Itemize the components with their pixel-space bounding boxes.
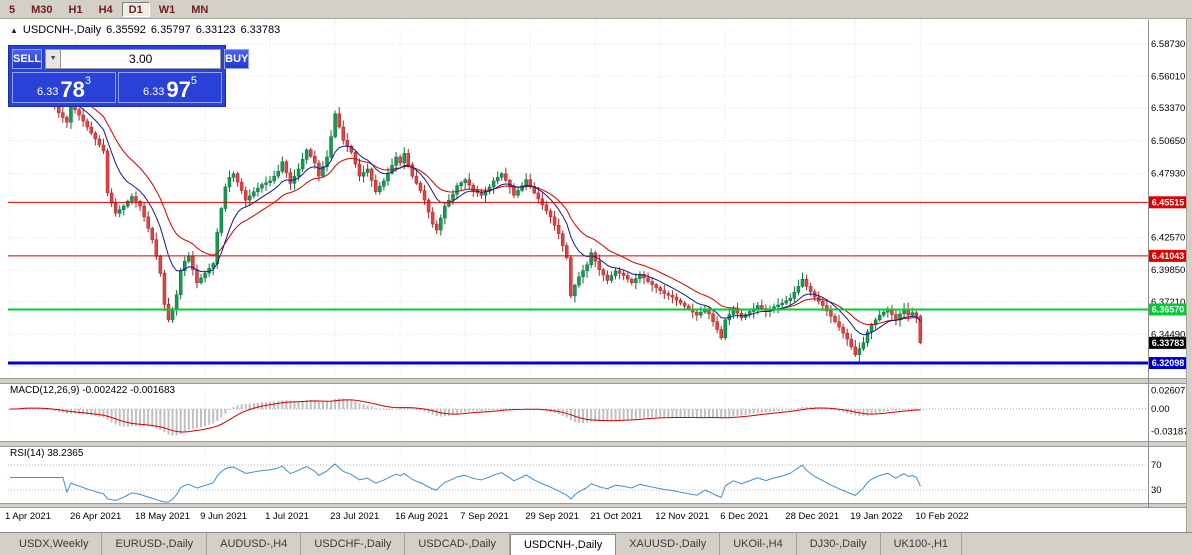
right-scroll-strip[interactable] [1186, 19, 1192, 532]
svg-text:MACD(12,26,9) -0.002422 -0.001: MACD(12,26,9) -0.002422 -0.001683 [10, 385, 176, 396]
chart-tab-audusd-h4[interactable]: AUDUSD-,H4 [207, 533, 302, 555]
svg-text:6.53370: 6.53370 [1151, 103, 1185, 114]
timeframe-button-mn[interactable]: MN [191, 3, 209, 16]
svg-text:6.42570: 6.42570 [1151, 233, 1185, 244]
svg-text:RSI(14) 38.2365: RSI(14) 38.2365 [10, 448, 84, 459]
ohlc-high: 6.35797 [150, 24, 191, 36]
sell-button[interactable]: SELL [12, 49, 43, 69]
svg-text:6 Dec 2021: 6 Dec 2021 [720, 511, 769, 522]
svg-text:29 Sep 2021: 29 Sep 2021 [525, 511, 579, 522]
svg-text:6.58730: 6.58730 [1151, 39, 1185, 50]
timeframe-button-w1[interactable]: W1 [158, 3, 176, 16]
timeframe-button-m30[interactable]: M30 [31, 3, 53, 16]
svg-text:19 Jan 2022: 19 Jan 2022 [850, 511, 902, 522]
sell-price-prefix: 6.33 [36, 86, 59, 98]
svg-text:12 Nov 2021: 12 Nov 2021 [655, 511, 709, 522]
price-up-arrow-icon: ▲ [10, 25, 18, 35]
timeframe-button-h4[interactable]: H4 [98, 3, 113, 16]
ohlc-low: 6.33123 [195, 24, 236, 36]
svg-text:23 Jul 2021: 23 Jul 2021 [330, 511, 379, 522]
sell-price-display[interactable]: 6.33 78 3 [12, 72, 116, 103]
svg-text:28 Dec 2021: 28 Dec 2021 [785, 511, 839, 522]
chart-tab-usdcad-daily[interactable]: USDCAD-,Daily [405, 533, 510, 555]
svg-text:21 Oct 2021: 21 Oct 2021 [590, 511, 642, 522]
one-click-trading-panel: SELL ▼ BUY 6.33 78 3 6.33 97 5 [8, 45, 250, 107]
svg-text:6.32098: 6.32098 [1152, 358, 1185, 368]
ohlc-close: 6.33783 [240, 24, 281, 36]
svg-text:16 Aug 2021: 16 Aug 2021 [395, 511, 448, 522]
lot-size-input[interactable] [61, 49, 222, 69]
chart-symbol-period: USDCNH-,Daily [22, 24, 102, 36]
svg-text:-0.03187: -0.03187 [1151, 427, 1189, 438]
chart-tab-eurusd-daily[interactable]: EURUSD-,Daily [102, 533, 208, 555]
timeframe-button-h1[interactable]: H1 [68, 3, 83, 16]
timeframe-toolbar: 5 M30 H1 H4 D1 W1 MN [0, 0, 1192, 19]
svg-text:6.41043: 6.41043 [1152, 251, 1185, 261]
svg-text:6.37210: 6.37210 [1151, 297, 1185, 308]
chart-tabs-bar: USDX,Weekly EURUSD-,Daily AUDUSD-,H4 USDCHF… [0, 532, 1192, 555]
svg-text:6.47930: 6.47930 [1151, 168, 1185, 179]
svg-text:6.45515: 6.45515 [1152, 197, 1185, 207]
svg-text:1 Jul 2021: 1 Jul 2021 [265, 511, 309, 522]
chart-tab-dj30-daily[interactable]: DJ30-,Daily [797, 533, 881, 555]
chart-tab-uk100-h1[interactable]: UK100-,H1 [881, 533, 963, 555]
svg-text:70: 70 [1151, 460, 1162, 471]
svg-text:18 May 2021: 18 May 2021 [135, 511, 190, 522]
svg-text:6.36570: 6.36570 [1152, 304, 1185, 314]
buy-button[interactable]: BUY [224, 49, 250, 69]
buy-price-prefix: 6.33 [142, 86, 165, 98]
svg-text:26 Apr 2021: 26 Apr 2021 [70, 511, 121, 522]
svg-text:6.33783: 6.33783 [1152, 338, 1185, 348]
buy-price-display[interactable]: 6.33 97 5 [118, 72, 222, 103]
chart-tab-xauusd-daily[interactable]: XAUUSD-,Daily [616, 533, 721, 555]
svg-text:6.50650: 6.50650 [1151, 136, 1185, 147]
buy-price-big-digits: 97 [166, 77, 191, 102]
chart-tab-usdx-weekly[interactable]: USDX,Weekly [6, 533, 103, 555]
svg-text:30: 30 [1151, 485, 1162, 496]
svg-text:7 Sep 2021: 7 Sep 2021 [460, 511, 509, 522]
lot-size-control: ▼ [45, 49, 222, 69]
timeframe-button-5[interactable]: 5 [9, 3, 16, 16]
chart-tab-ukoil-h4[interactable]: UKOil-,H4 [720, 533, 797, 555]
sell-price-pipette: 3 [84, 75, 92, 87]
svg-text:10 Feb 2022: 10 Feb 2022 [915, 511, 968, 522]
timeframe-button-d1[interactable]: D1 [121, 1, 150, 17]
svg-text:6.34490: 6.34490 [1151, 329, 1185, 340]
buy-price-pipette: 5 [190, 75, 198, 87]
svg-text:6.56010: 6.56010 [1151, 72, 1185, 83]
chart-title: ▲ USDCNH-,Daily 6.35592 6.35797 6.33123 … [10, 24, 280, 36]
svg-text:0.00: 0.00 [1151, 404, 1170, 415]
svg-text:6.39850: 6.39850 [1151, 265, 1185, 276]
svg-text:9 Jun 2021: 9 Jun 2021 [200, 511, 247, 522]
svg-text:0.02607: 0.02607 [1151, 386, 1185, 397]
ohlc-open: 6.35592 [106, 24, 146, 36]
sell-price-big-digits: 78 [60, 77, 85, 102]
lot-dropdown-arrow-icon[interactable]: ▼ [45, 49, 62, 69]
chart-tab-usdchf-daily[interactable]: USDCHF-,Daily [301, 533, 406, 555]
chart-tab-usdcnh-daily[interactable]: USDCNH-,Daily [509, 534, 617, 555]
svg-text:1 Apr 2021: 1 Apr 2021 [5, 511, 51, 522]
